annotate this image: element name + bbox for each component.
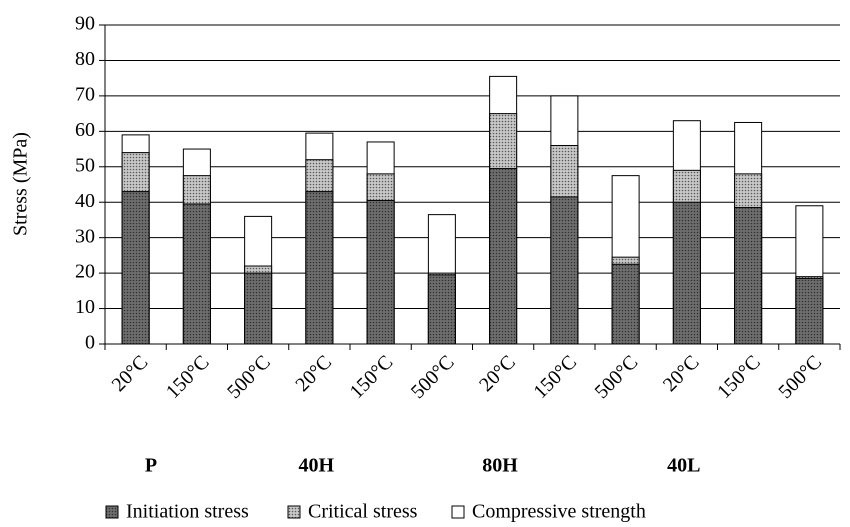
y-axis-label: Stress (MPa) — [10, 132, 32, 236]
x-tick-label: 150°C — [346, 351, 398, 403]
legend-label: Compressive strength — [472, 501, 646, 523]
x-tick-label: 500°C — [591, 351, 643, 403]
group-label: P — [145, 455, 157, 477]
bar — [489, 168, 518, 345]
y-tick-label: 90 — [75, 13, 95, 35]
y-tick-label: 30 — [75, 225, 95, 247]
bar — [672, 201, 701, 345]
y-tick-label: 80 — [75, 48, 95, 70]
bar — [734, 207, 763, 345]
x-tick-label: 500°C — [774, 351, 826, 403]
y-tick-label: 40 — [75, 190, 95, 212]
bar — [244, 272, 273, 345]
bar — [121, 191, 150, 345]
x-tick-label: 500°C — [407, 351, 459, 403]
x-tick-label: 500°C — [223, 351, 275, 403]
y-tick-label: 70 — [75, 83, 95, 105]
bar — [795, 277, 824, 345]
group-label: 40L — [667, 455, 700, 477]
group-label: 40H — [299, 455, 335, 477]
y-tick-label: 50 — [75, 154, 95, 176]
bar — [366, 199, 395, 345]
legend-swatch — [287, 505, 301, 519]
x-tick-label: 20°C — [291, 351, 336, 396]
bar — [427, 274, 456, 345]
y-tick-label: 10 — [75, 296, 95, 318]
y-tick-label: 0 — [85, 332, 95, 354]
bar — [611, 263, 640, 345]
legend-label: Critical stress — [308, 501, 418, 523]
legend-swatch — [105, 505, 119, 519]
group-label: 80H — [482, 455, 518, 477]
x-tick-label: 150°C — [529, 351, 581, 403]
x-tick-label: 150°C — [162, 351, 214, 403]
x-tick-label: 150°C — [713, 351, 765, 403]
y-tick-label: 60 — [75, 119, 95, 141]
x-tick-label: 20°C — [475, 351, 520, 396]
legend-label: Initiation stress — [126, 501, 249, 523]
legend-swatch — [451, 505, 465, 519]
bar — [305, 191, 334, 345]
x-tick-label: 20°C — [659, 351, 704, 396]
bar — [182, 203, 211, 345]
y-tick-label: 20 — [75, 261, 95, 283]
bar — [550, 196, 579, 345]
x-tick-label: 20°C — [108, 351, 153, 396]
